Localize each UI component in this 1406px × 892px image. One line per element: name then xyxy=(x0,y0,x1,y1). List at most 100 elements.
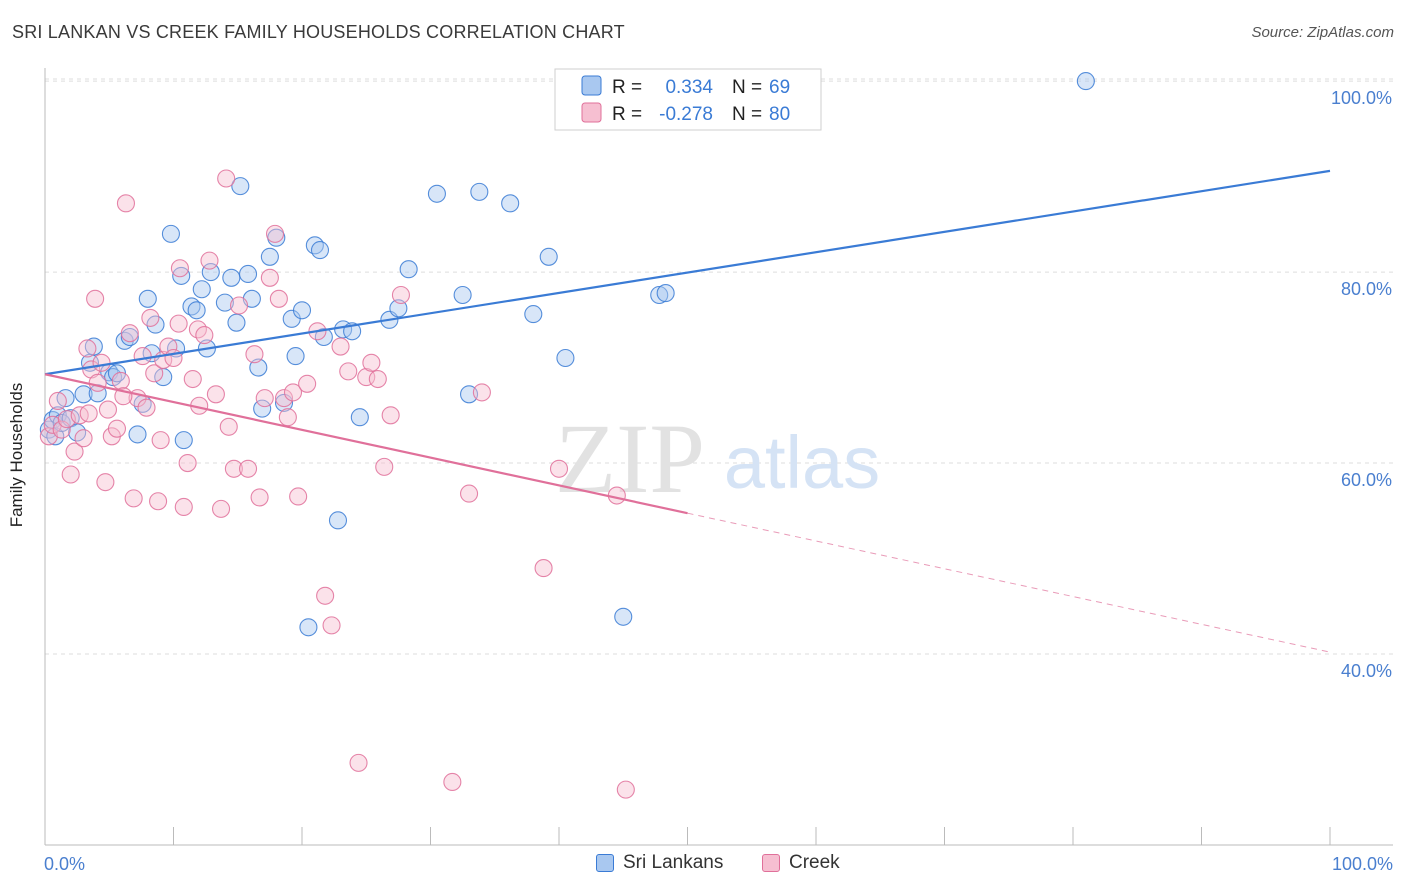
data-point xyxy=(299,618,318,637)
data-point xyxy=(316,586,335,605)
data-point xyxy=(107,419,127,438)
data-point xyxy=(350,408,369,427)
trend-lines xyxy=(44,169,1331,653)
data-point xyxy=(183,369,202,389)
data-point xyxy=(211,499,231,518)
data-point xyxy=(92,353,111,372)
data-point xyxy=(98,400,118,419)
data-point xyxy=(238,459,258,478)
data-point xyxy=(219,417,238,436)
x-tick-label-min: 0.0% xyxy=(44,854,85,874)
data-point xyxy=(170,259,189,278)
data-point xyxy=(48,391,67,411)
data-point xyxy=(111,371,130,390)
data-point xyxy=(149,492,168,511)
data-point xyxy=(339,362,358,381)
data-point xyxy=(391,285,410,305)
data-point xyxy=(86,289,105,308)
data-point xyxy=(357,368,376,387)
watermark: ZIP atlas xyxy=(555,403,880,514)
legend-r-value-2: -0.278 xyxy=(659,104,713,125)
legend-item-creek: Creek xyxy=(762,852,840,874)
chart-title: SRI LANKAN VS CREEK FAMILY HOUSEHOLDS CO… xyxy=(12,22,625,42)
data-point xyxy=(274,389,294,408)
data-point xyxy=(453,285,472,305)
data-point xyxy=(298,374,317,393)
trend-line-creek-extension xyxy=(687,512,1331,653)
data-point xyxy=(260,268,279,287)
legend-r-label-2: R = xyxy=(612,104,642,125)
y-tick-label: 100.0% xyxy=(1331,88,1392,108)
data-point xyxy=(192,280,211,299)
data-point xyxy=(174,431,193,450)
legend-swatch-creek xyxy=(581,102,602,123)
data-point xyxy=(278,408,297,427)
legend-n-label-1: N = xyxy=(732,77,762,98)
source-credit: Source: ZipAtlas.com xyxy=(1251,24,1394,41)
y-tick-label: 40.0% xyxy=(1341,661,1392,681)
data-point xyxy=(215,293,234,312)
watermark-atlas: atlas xyxy=(724,421,880,504)
data-point xyxy=(381,406,400,425)
data-point xyxy=(96,473,115,492)
data-point xyxy=(74,429,93,448)
data-point xyxy=(534,559,553,578)
legend-r-value-1: 0.334 xyxy=(665,77,713,98)
data-point xyxy=(84,337,103,356)
trend-line-creek xyxy=(44,373,688,515)
data-point xyxy=(229,296,249,315)
data-point xyxy=(368,369,387,389)
stats-legend: R = 0.334 N = 69 R = -0.278 N = 80 xyxy=(554,68,822,131)
data-point xyxy=(305,236,324,255)
data-point xyxy=(549,459,569,478)
data-point xyxy=(331,337,350,356)
data-point xyxy=(231,177,250,196)
data-point xyxy=(255,389,274,408)
data-point xyxy=(253,399,272,418)
data-point xyxy=(349,753,368,772)
data-point xyxy=(283,383,303,402)
data-point xyxy=(286,347,305,366)
data-point xyxy=(222,268,241,287)
data-point xyxy=(274,393,294,412)
data-point xyxy=(1076,72,1095,91)
data-point xyxy=(322,616,341,635)
legend-swatch-sri-lankans xyxy=(581,75,602,96)
y-tick-labels: 40.0% 60.0% 80.0% 100.0% xyxy=(1331,88,1392,681)
data-point xyxy=(137,398,156,417)
data-point xyxy=(78,339,97,358)
data-point xyxy=(151,431,170,450)
data-point xyxy=(116,194,136,213)
bottom-legend: Sri Lankans Creek xyxy=(0,852,1406,878)
data-point xyxy=(269,289,288,308)
data-point xyxy=(292,301,312,320)
data-point xyxy=(178,453,197,473)
legend-label-sri-lankans: Sri Lankans xyxy=(623,852,724,873)
data-point xyxy=(227,313,246,332)
watermark-zip: ZIP xyxy=(555,403,705,514)
legend-swatch-blue xyxy=(596,854,614,872)
data-point xyxy=(79,404,98,423)
data-point xyxy=(169,314,188,333)
data-point xyxy=(70,406,89,425)
data-point xyxy=(120,324,139,343)
data-point xyxy=(539,247,558,266)
data-point xyxy=(472,383,491,402)
data-point xyxy=(260,247,279,266)
data-point xyxy=(195,326,214,345)
data-point xyxy=(133,347,152,366)
data-point xyxy=(245,345,264,364)
data-point xyxy=(524,305,543,324)
data-point xyxy=(74,385,93,404)
legend-item-sri-lankans: Sri Lankans xyxy=(596,852,723,874)
data-point xyxy=(238,264,258,284)
data-point xyxy=(470,182,489,201)
data-point xyxy=(250,488,269,507)
legend-r-label-1: R = xyxy=(612,77,642,98)
legend-label-creek: Creek xyxy=(789,852,840,873)
data-point xyxy=(187,301,206,320)
data-point xyxy=(206,385,225,404)
data-point xyxy=(217,169,236,188)
data-point xyxy=(614,607,633,626)
